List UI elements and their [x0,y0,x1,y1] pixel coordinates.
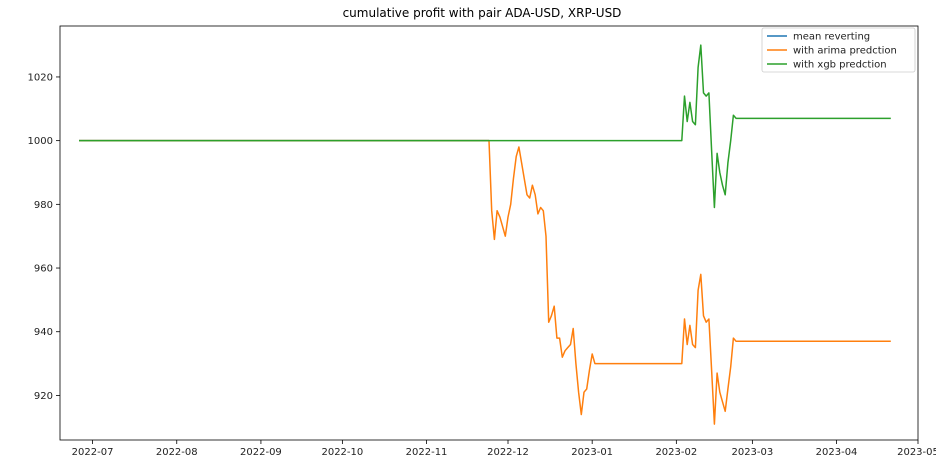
legend-box [761,27,916,73]
series-line-1 [79,139,891,425]
y-tick-label: 960 [34,264,53,275]
x-tick-label: 2023-05 [897,447,936,458]
x-tick-label: 2022-07 [72,447,114,458]
legend: mean reverting with arima predction with x… [761,27,916,73]
y-tick-label: 1000 [28,136,53,147]
legend-label-0: mean reverting [793,32,870,43]
x-tick-label: 2022-11 [406,447,448,458]
x-axis: 2022-07 2022-08 2022-09 2022-10 2022-11 2022-… [72,440,936,458]
x-tick-label: 2022-09 [240,447,282,458]
x-tick-label: 2023-01 [571,447,613,458]
plot-lines [79,44,891,425]
plot-area-frame [59,25,919,441]
series-line-2 [79,44,891,209]
y-tick-label: 920 [34,391,53,402]
y-tick-label: 980 [34,200,53,211]
x-tick-label: 2023-03 [731,447,773,458]
x-tick-label: 2022-12 [487,447,529,458]
x-tick-label: 2022-08 [156,447,198,458]
x-tick-label: 2022-10 [321,447,363,458]
x-tick-label: 2023-02 [655,447,697,458]
y-tick-label: 940 [34,327,53,338]
y-axis: 920 940 960 980 1000 1020 [28,72,60,402]
legend-label-2: with xgb predction [793,60,887,71]
y-tick-label: 1020 [28,72,53,83]
legend-label-1: with arima predction [793,46,897,57]
chart-title: cumulative profit with pair ADA-USD, XRP… [343,6,622,20]
x-tick-label: 2023-04 [816,447,858,458]
